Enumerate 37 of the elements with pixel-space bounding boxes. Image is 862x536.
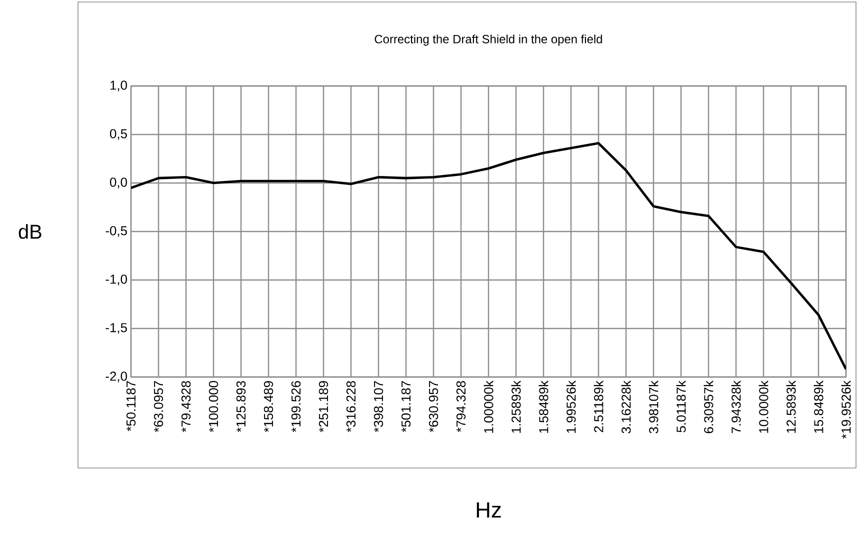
x-tick-label: 3.16228k: [621, 380, 631, 434]
x-axis-title: Hz: [476, 502, 501, 518]
x-tick-label: *158.489: [264, 381, 274, 432]
x-tick-label: 3.98107k: [648, 380, 658, 434]
y-tick-label: -1,5: [106, 323, 127, 334]
y-tick-label: -2,0: [106, 372, 127, 382]
y-tick-label: 1,0: [110, 80, 127, 92]
x-tick-label: *19.9526k: [841, 380, 851, 439]
x-tick-label: 5.01187k: [676, 380, 686, 432]
x-tick-label: *125.893: [236, 381, 246, 432]
x-tick-label: *316.228: [346, 381, 356, 432]
x-tick-label: *501.187: [401, 381, 411, 432]
x-tick-label: *100.000: [208, 381, 218, 432]
x-tick-label: 1.58489k: [538, 380, 548, 433]
x-tick-label: 7.94328k: [731, 380, 741, 434]
x-tick-label: *794.328: [456, 381, 466, 432]
x-tick-label: *630.957: [428, 381, 438, 432]
y-axis-title: dB: [18, 224, 42, 239]
y-tick-label: -1,0: [106, 274, 127, 286]
y-tick-label: 0,5: [110, 129, 127, 140]
x-tick-label: 10.0000k: [758, 380, 768, 433]
chart-title: Correcting the Draft Shield in the open field: [374, 34, 602, 46]
x-tick-label: *63.0957: [154, 381, 164, 432]
x-tick-label: *79.4328: [181, 381, 191, 432]
x-tick-label: *398.107: [374, 381, 384, 432]
x-tick-label: 1.99526k: [566, 380, 576, 433]
x-tick-label: 12.5893k: [786, 380, 796, 433]
x-tick-label: *251.189: [318, 381, 328, 432]
x-tick-label: 6.30957k: [704, 380, 714, 434]
x-tick-label: 1.00000k: [484, 380, 494, 433]
x-tick-label: 15.8489k: [814, 380, 824, 433]
x-tick-label: *50.1187: [126, 381, 136, 432]
y-tick-label: 0,0: [110, 178, 127, 188]
x-tick-label: 1.25893k: [511, 380, 521, 433]
x-tick-label: *199.526: [291, 381, 301, 432]
x-tick-label: 2.51189k: [594, 380, 604, 432]
y-tick-label: -0,5: [106, 226, 127, 237]
